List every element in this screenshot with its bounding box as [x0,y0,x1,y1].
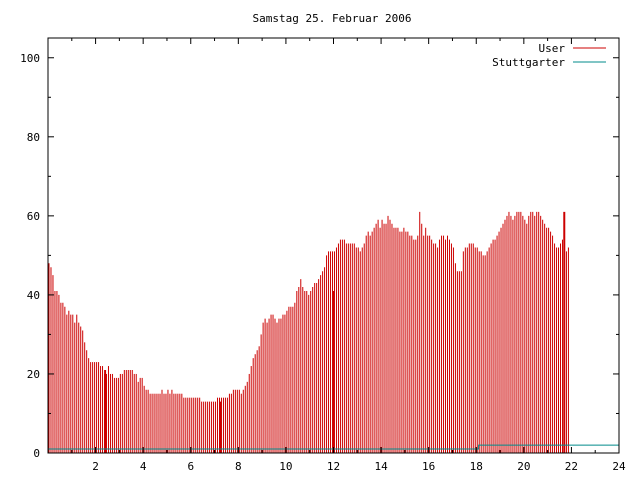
y-tick-label: 40 [27,289,40,302]
y-tick-label: 20 [27,368,40,381]
legend-label-user: User [539,42,566,55]
x-tick-label: 22 [565,460,578,473]
y-tick-label: 100 [20,52,40,65]
x-tick-label: 20 [517,460,530,473]
x-tick-label: 12 [327,460,340,473]
x-tick-label: 10 [279,460,292,473]
y-tick-label: 60 [27,210,40,223]
x-tick-label: 2 [92,460,99,473]
x-tick-label: 4 [140,460,147,473]
x-tick-label: 16 [422,460,435,473]
x-tick-label: 24 [612,460,626,473]
x-tick-label: 18 [470,460,483,473]
legend-label-stuttgarter: Stuttgarter [492,56,565,69]
legend: User Stuttgarter [492,42,606,69]
x-tick-label: 8 [235,460,242,473]
x-tick-label: 14 [374,460,388,473]
y-tick-label: 80 [27,131,40,144]
x-tick-label: 6 [187,460,194,473]
plot-layer [48,211,619,453]
chart-title: Samstag 25. Februar 2006 [253,12,412,25]
stuttgarter-line [48,444,619,450]
y-tick-label: 0 [33,447,40,460]
